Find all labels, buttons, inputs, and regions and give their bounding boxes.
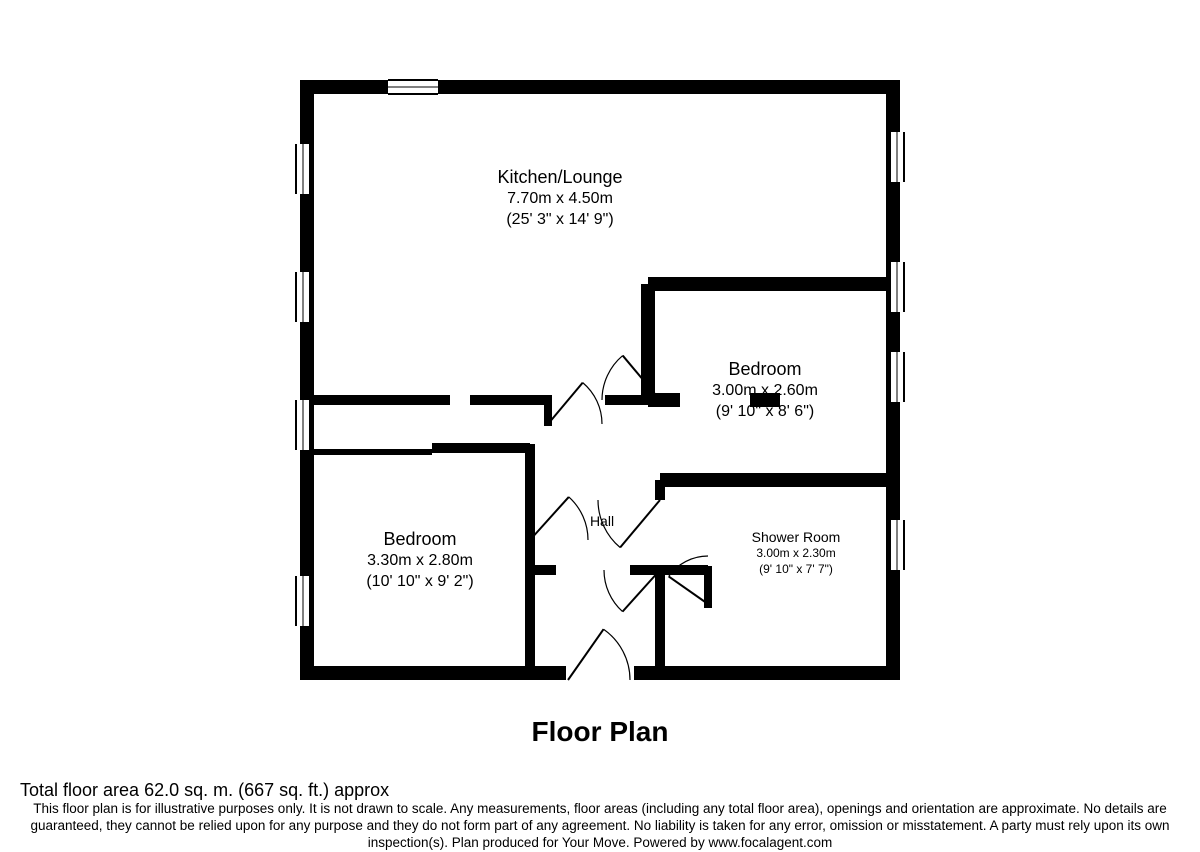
- room-name: Bedroom: [300, 528, 540, 551]
- plan-title: Floor Plan: [0, 716, 1200, 748]
- room-label-bedroom2: Bedroom3.00m x 2.60m(9' 10" x 8' 6"): [645, 358, 885, 423]
- room-dim-imperial: (25' 3" x 14' 9"): [440, 210, 680, 231]
- room-dim-metric: 3.30m x 2.80m: [300, 551, 540, 572]
- disclaimer-text: This floor plan is for illustrative purp…: [20, 801, 1180, 852]
- floorplan-canvas: Floor Plan Total floor area 62.0 sq. m. …: [0, 0, 1200, 840]
- room-label-kitchen: Kitchen/Lounge7.70m x 4.50m(25' 3" x 14'…: [440, 166, 680, 231]
- room-dim-imperial: (9' 10" x 8' 6"): [645, 402, 885, 423]
- room-dim-metric: 7.70m x 4.50m: [440, 189, 680, 210]
- room-label-shower: Shower Room3.00m x 2.30m(9' 10" x 7' 7"): [676, 528, 916, 577]
- room-dim-metric: 3.00m x 2.60m: [645, 381, 885, 402]
- room-name: Bedroom: [645, 358, 885, 381]
- room-label-bedroom1: Bedroom3.30m x 2.80m(10' 10" x 9' 2"): [300, 528, 540, 593]
- floorplan-svg: [0, 0, 1200, 840]
- room-name: Kitchen/Lounge: [440, 166, 680, 189]
- plan-footer: Total floor area 62.0 sq. m. (667 sq. ft…: [20, 780, 1180, 852]
- room-dim-metric: 3.00m x 2.30m: [676, 546, 916, 562]
- room-dim-imperial: (10' 10" x 9' 2"): [300, 572, 540, 593]
- room-dim-imperial: (9' 10" x 7' 7"): [676, 562, 916, 578]
- total-area-text: Total floor area 62.0 sq. m. (667 sq. ft…: [20, 780, 1180, 801]
- room-name: Shower Room: [676, 528, 916, 546]
